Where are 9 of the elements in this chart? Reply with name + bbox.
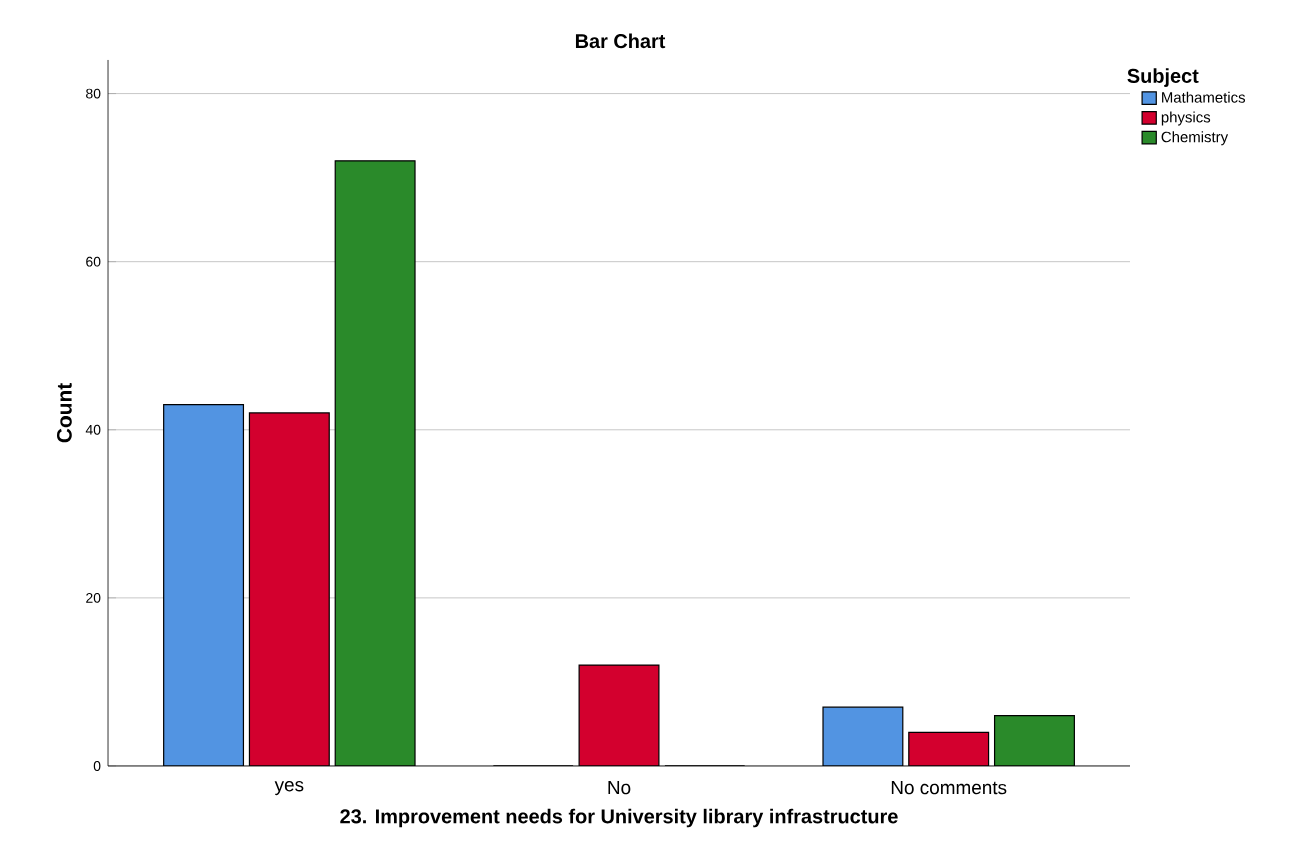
bar [163,404,244,766]
bar [822,706,904,766]
x-tick-label: yes [274,781,304,796]
x-axis-title: 23. Improvement needs for University library infrastructure [340,808,898,828]
chart-title: Bar Chart [575,33,666,49]
x-tick-label: No [608,781,631,795]
legend-title: Subject [1127,68,1199,87]
x-tick-label: No comments [891,781,1007,795]
y-axis-title: Count [56,383,72,443]
